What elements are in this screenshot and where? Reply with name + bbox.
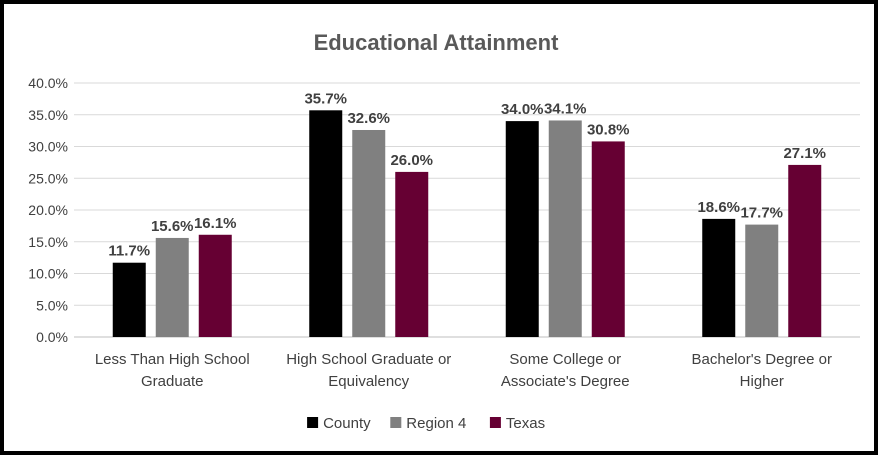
bar-texas — [788, 165, 821, 337]
y-tick-label: 20.0% — [28, 202, 68, 218]
data-label: 11.7% — [108, 243, 150, 260]
bar-county — [506, 121, 539, 337]
bar-county — [702, 219, 735, 337]
legend-swatch — [307, 417, 318, 428]
bar-region-4 — [549, 120, 582, 337]
data-label: 35.7% — [304, 90, 347, 107]
bar-county — [309, 110, 342, 337]
y-tick-label: 10.0% — [28, 266, 68, 282]
y-tick-label: 25.0% — [28, 170, 68, 186]
bar-texas — [592, 141, 625, 337]
category-label-line: Some College or — [509, 351, 621, 368]
category-label-line: Higher — [740, 373, 784, 390]
legend-item: County — [307, 415, 371, 432]
data-label: 32.6% — [347, 110, 390, 127]
x-axis-categories: Less Than High School Graduate High School… — [95, 351, 832, 390]
bar-region-4 — [745, 225, 778, 337]
data-label: 18.6% — [697, 199, 740, 216]
y-tick-label: 40.0% — [28, 75, 68, 91]
y-tick-label: 15.0% — [28, 234, 68, 250]
legend-label: Region 4 — [406, 415, 466, 432]
category-label-line: High School Graduate or — [286, 351, 451, 368]
data-label: 27.1% — [783, 145, 826, 162]
chart-title: Educational Attainment — [314, 30, 560, 55]
category-label: Bachelor's Degree or Higher — [692, 351, 832, 390]
y-tick-label: 30.0% — [28, 139, 68, 155]
data-label: 26.0% — [390, 152, 433, 169]
y-tick-label: 35.0% — [28, 107, 68, 123]
bar-region-4 — [156, 238, 189, 337]
legend: County Region 4 Texas — [307, 415, 545, 432]
data-label: 30.8% — [587, 121, 630, 138]
bar-chart: Educational Attainment 0.0% 5.0% 10.0% 15.0… — [4, 4, 874, 451]
category-label: High School Graduate or Equivalency — [286, 351, 451, 390]
legend-label: Texas — [506, 415, 545, 432]
data-label: 17.7% — [740, 205, 783, 222]
legend-item: Texas — [490, 415, 545, 432]
data-label: 16.1% — [194, 215, 237, 232]
category-label-line: Equivalency — [328, 373, 409, 390]
y-axis-ticks: 0.0% 5.0% 10.0% 15.0% 20.0% 25.0% 30.0% 35.0% 40… — [28, 75, 68, 345]
data-label: 34.1% — [544, 100, 587, 117]
data-label: 34.0% — [501, 101, 544, 118]
bar-county — [113, 263, 146, 337]
y-tick-label: 0.0% — [36, 329, 68, 345]
category-label-line: Graduate — [141, 373, 204, 390]
category-label-line: Associate's Degree — [501, 373, 630, 390]
y-tick-label: 5.0% — [36, 297, 68, 313]
legend-item: Region 4 — [390, 415, 466, 432]
legend-swatch — [390, 417, 401, 428]
category-label-line: Less Than High School — [95, 351, 250, 368]
category-label: Less Than High School Graduate — [95, 351, 250, 390]
bar-region-4 — [352, 130, 385, 337]
legend-swatch — [490, 417, 501, 428]
bar-texas — [199, 235, 232, 337]
bar-texas — [395, 172, 428, 337]
category-label: Some College or Associate's Degree — [501, 351, 630, 390]
category-label-line: Bachelor's Degree or — [692, 351, 832, 368]
legend-label: County — [323, 415, 371, 432]
data-label: 15.6% — [151, 218, 194, 235]
